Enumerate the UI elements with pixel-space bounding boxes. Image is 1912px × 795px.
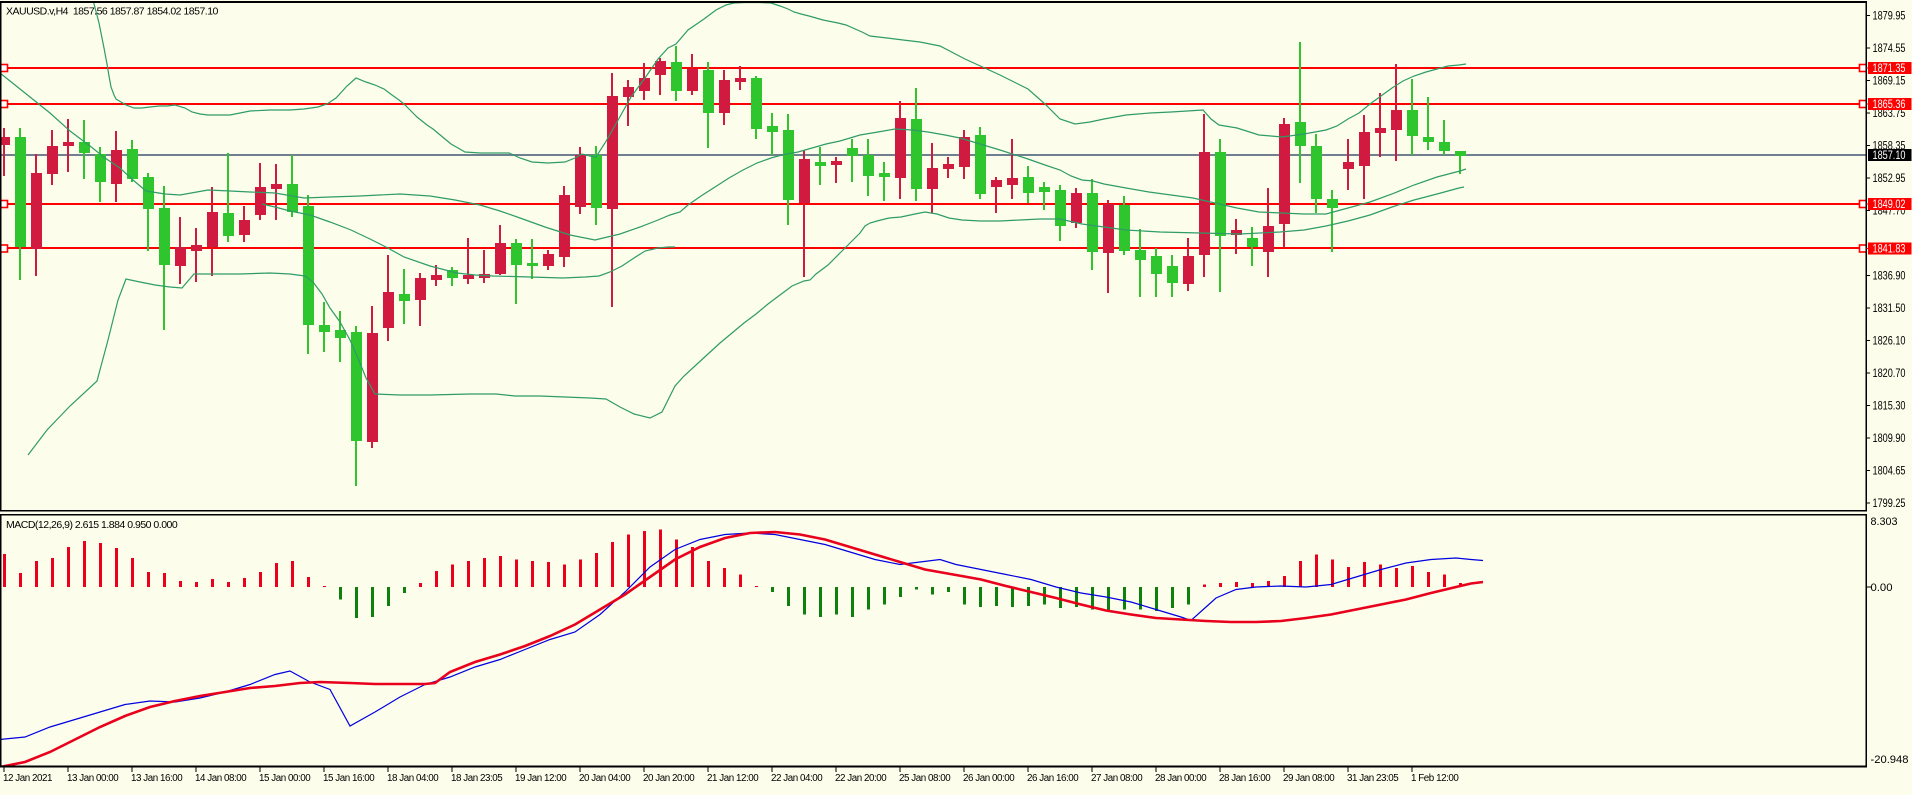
svg-text:1849.02: 1849.02 xyxy=(1873,197,1906,211)
svg-text:19 Jan 12:00: 19 Jan 12:00 xyxy=(515,773,567,784)
svg-text:1871.35: 1871.35 xyxy=(1873,61,1906,75)
svg-text:1874.55: 1874.55 xyxy=(1873,41,1906,55)
svg-text:1809.90: 1809.90 xyxy=(1873,431,1906,445)
svg-text:8.303: 8.303 xyxy=(1871,516,1898,528)
svg-text:1826.10: 1826.10 xyxy=(1873,334,1906,348)
svg-text:1831.50: 1831.50 xyxy=(1873,301,1906,315)
svg-text:18 Jan 04:00: 18 Jan 04:00 xyxy=(387,773,439,784)
svg-text:28 Jan 00:00: 28 Jan 00:00 xyxy=(1155,773,1207,784)
svg-text:14 Jan 08:00: 14 Jan 08:00 xyxy=(195,773,247,784)
svg-text:26 Jan 00:00: 26 Jan 00:00 xyxy=(963,773,1015,784)
svg-text:29 Jan 08:00: 29 Jan 08:00 xyxy=(1283,773,1335,784)
svg-text:1815.30: 1815.30 xyxy=(1873,399,1906,413)
svg-text:1852.95: 1852.95 xyxy=(1873,171,1906,185)
svg-text:1879.95: 1879.95 xyxy=(1873,9,1906,23)
svg-text:27 Jan 08:00: 27 Jan 08:00 xyxy=(1091,773,1143,784)
svg-text:13 Jan 16:00: 13 Jan 16:00 xyxy=(131,773,183,784)
svg-text:22 Jan 04:00: 22 Jan 04:00 xyxy=(771,773,823,784)
svg-text:28 Jan 16:00: 28 Jan 16:00 xyxy=(1219,773,1271,784)
svg-text:1820.70: 1820.70 xyxy=(1873,366,1906,380)
svg-text:MACD(12,26,9) 2.615 1.884 0.95: MACD(12,26,9) 2.615 1.884 0.950 0.000 xyxy=(6,519,178,531)
svg-text:13 Jan 00:00: 13 Jan 00:00 xyxy=(67,773,119,784)
svg-text:XAUUSD.v,H4 1857.56 1857.87 1: XAUUSD.v,H4 1857.56 1857.87 1854.02 1857… xyxy=(6,6,219,18)
svg-text:1865.36: 1865.36 xyxy=(1873,97,1906,111)
svg-text:18 Jan 23:05: 18 Jan 23:05 xyxy=(451,773,503,784)
svg-text:1836.90: 1836.90 xyxy=(1873,269,1906,283)
svg-text:1799.25: 1799.25 xyxy=(1873,496,1906,510)
svg-text:1841.83: 1841.83 xyxy=(1873,242,1906,256)
svg-text:0.00: 0.00 xyxy=(1871,582,1893,594)
svg-text:1869.15: 1869.15 xyxy=(1873,74,1906,88)
svg-text:22 Jan 20:00: 22 Jan 20:00 xyxy=(835,773,887,784)
svg-text:-20.948: -20.948 xyxy=(1871,754,1909,766)
svg-text:1804.65: 1804.65 xyxy=(1873,464,1906,478)
svg-text:1 Feb 12:00: 1 Feb 12:00 xyxy=(1411,773,1459,784)
svg-text:31 Jan 23:05: 31 Jan 23:05 xyxy=(1347,773,1399,784)
svg-text:26 Jan 16:00: 26 Jan 16:00 xyxy=(1027,773,1079,784)
svg-text:1857.10: 1857.10 xyxy=(1873,148,1906,162)
svg-text:21 Jan 12:00: 21 Jan 12:00 xyxy=(707,773,759,784)
svg-text:12 Jan 2021: 12 Jan 2021 xyxy=(3,773,52,784)
svg-text:20 Jan 04:00: 20 Jan 04:00 xyxy=(579,773,631,784)
svg-text:15 Jan 00:00: 15 Jan 00:00 xyxy=(259,773,311,784)
svg-text:15 Jan 16:00: 15 Jan 16:00 xyxy=(323,773,375,784)
svg-text:20 Jan 20:00: 20 Jan 20:00 xyxy=(643,773,695,784)
svg-text:25 Jan 08:00: 25 Jan 08:00 xyxy=(899,773,951,784)
